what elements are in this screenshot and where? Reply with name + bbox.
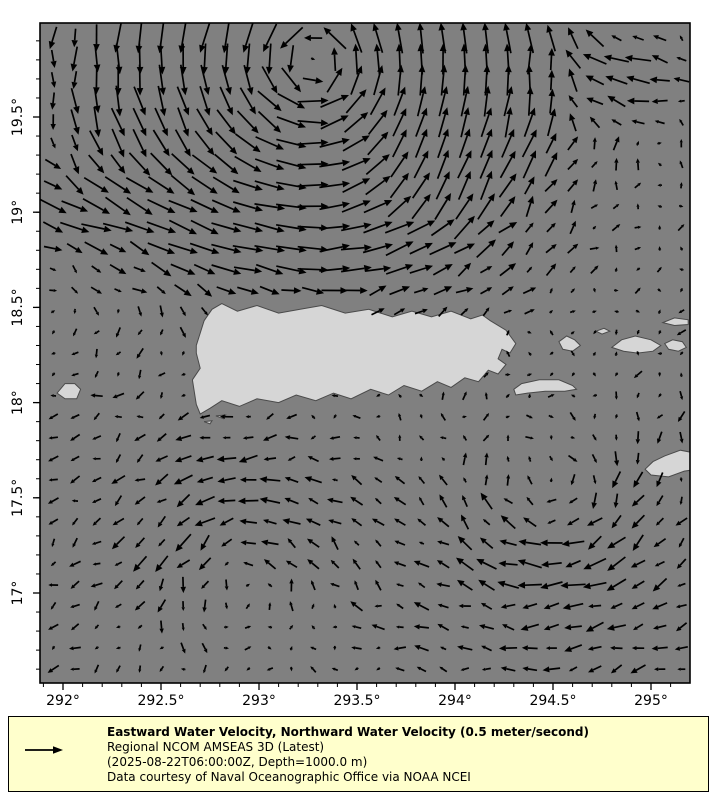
- velocity-map: 292° 292.5° 293° 293.5° 294° 294.5° 295° 17° 17.…: [10, 22, 691, 709]
- legend-time-depth-line: (2025-08-22T06:00:00Z, Depth=1000.0 m): [107, 755, 368, 769]
- y-axis-tick-labels: 17° 17.5° 18° 18.5° 19° 19.5°: [10, 98, 26, 606]
- island-st-thomas: [610, 335, 662, 354]
- island-mona: [56, 383, 82, 400]
- velocity-arrow-field: [40, 23, 690, 674]
- y-tick-label: 19°: [10, 200, 26, 225]
- x-tick-label: 292.5°: [137, 693, 184, 709]
- island-cayo-sw-2: [203, 420, 213, 425]
- island-cayo-norte: [594, 327, 612, 335]
- x-axis-tick-labels: 292° 292.5° 293° 293.5° 294° 294.5° 295°: [46, 693, 668, 709]
- axis-ticks: [33, 40, 672, 690]
- legend-box: Eastward Water Velocity, Northward Water…: [8, 716, 709, 792]
- legend-model-line: Regional NCOM AMSEAS 3D (Latest): [107, 740, 325, 754]
- legend-title: Eastward Water Velocity, Northward Water…: [107, 725, 589, 739]
- y-tick-label: 19.5°: [10, 98, 26, 136]
- y-tick-label: 17°: [10, 581, 26, 606]
- island-tortola: [661, 317, 689, 327]
- island-st-john: [663, 339, 688, 352]
- legend-text: Eastward Water Velocity, Northward Water…: [107, 725, 589, 785]
- y-tick-label: 18.5°: [10, 288, 26, 326]
- island-puerto-rico: [191, 303, 517, 415]
- island-st-croix: [644, 449, 690, 478]
- map-frame: [39, 22, 691, 684]
- x-tick-label: 293°: [242, 693, 276, 709]
- x-tick-label: 294.5°: [529, 693, 576, 709]
- y-tick-label: 18°: [10, 390, 26, 415]
- y-tick-label: 17.5°: [10, 479, 26, 517]
- reference-arrow-icon: [25, 746, 63, 754]
- x-tick-label: 295°: [634, 693, 668, 709]
- island-vieques: [513, 379, 578, 396]
- island-culebra: [558, 335, 582, 352]
- legend-courtesy-line: Data courtesy of Naval Oceanographic Off…: [107, 770, 471, 784]
- land-masses: [56, 303, 690, 478]
- x-tick-label: 293.5°: [333, 693, 380, 709]
- x-tick-label: 292°: [46, 693, 80, 709]
- x-tick-label: 294°: [438, 693, 472, 709]
